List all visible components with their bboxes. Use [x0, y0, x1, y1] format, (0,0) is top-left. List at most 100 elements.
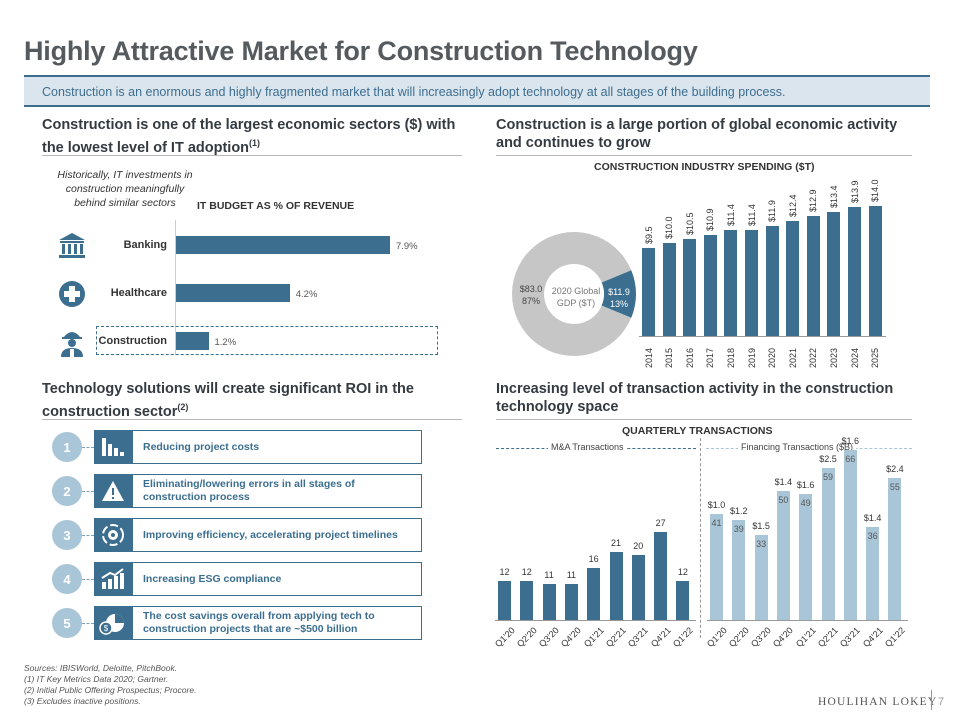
ma-value-label: 11: [544, 570, 554, 581]
ma-value-label: 16: [588, 553, 599, 564]
ma-category-label: Q1'20: [492, 625, 517, 650]
donut-slice-other: [512, 232, 632, 356]
spending-baseline: [639, 336, 887, 337]
ma-value-label: 12: [521, 566, 532, 577]
financing-bar: [888, 478, 902, 620]
spending-value-label: $10.0: [664, 216, 675, 240]
ma-category-label: Q4'21: [648, 625, 673, 650]
ma-value-label: 12: [677, 566, 688, 577]
donut-construction-label: $11.9 13%: [608, 287, 630, 309]
warning-icon: [94, 474, 132, 508]
financing-amount-label: $1.6: [796, 479, 815, 490]
spending-chart-title: CONSTRUCTION INDUSTRY SPENDING ($T): [594, 161, 815, 173]
spending-bar: [868, 206, 882, 336]
ma-category-label: Q3'20: [537, 625, 561, 650]
spending-category-label: 2021: [787, 347, 798, 368]
spending-category-label: 2016: [684, 347, 695, 368]
spending-bar: [765, 225, 779, 336]
financing-category-label: Q3'20: [749, 625, 773, 650]
financing-bar-chart: 41 Q1'20 39 Q2'20 33 Q3'20 50 Q4'20 49 Q1'21 59 Q2'…: [705, 436, 916, 660]
gear-arrows-icon: [94, 518, 132, 552]
spending-value-label: $14.0: [870, 179, 881, 202]
it-bar-label: Banking: [123, 239, 167, 251]
roi-item: 3 Improving efficiency, accelerating pro…: [52, 518, 422, 552]
financing-category-label: Q4'21: [860, 625, 885, 650]
section-heading-global-activity: Construction is a large portion of globa…: [496, 117, 898, 151]
financing-amount-label: $1.5: [752, 521, 770, 531]
roi-item: 2 Eliminating/lowering errors in all sta…: [52, 474, 422, 508]
spending-category-label: 2017: [705, 347, 716, 368]
page-title: Highly Attractive Market for Constructio…: [24, 36, 698, 66]
spending-bar: [703, 234, 717, 336]
financing-value-label: 66: [845, 454, 856, 464]
it-bar: [176, 236, 390, 254]
it-note: Historically, IT investments in construc…: [57, 169, 193, 209]
spending-bar: [662, 243, 676, 336]
financing-value-label: 33: [756, 539, 767, 549]
spending-category-label: 2023: [828, 347, 839, 368]
ma-value-label: 20: [633, 540, 644, 551]
spending-value-label: $12.9: [808, 189, 819, 213]
ma-baseline: [495, 620, 696, 621]
construction-worker-icon: [55, 326, 89, 358]
it-bar-value-label: 7.9%: [395, 241, 418, 252]
it-bar: [176, 332, 209, 350]
section-heading-transactions: Increasing level of transaction activity…: [496, 381, 894, 415]
financing-value-label: 50: [778, 495, 789, 506]
financing-value-label: 36: [867, 531, 878, 542]
financing-value-label: 41: [711, 518, 722, 529]
roi-number: 2: [52, 476, 82, 506]
financing-category-label: Q4'20: [771, 625, 796, 650]
ma-bar-chart: 12 Q1'20 12 Q2'20 11 Q3'20 11 Q4'20 16 Q1'21 21 Q2'…: [492, 450, 698, 660]
chart-separator: [700, 438, 701, 638]
donut-center-label: 2020 Global GDP ($T): [551, 286, 601, 308]
page-number: 7: [938, 696, 945, 708]
summary-banner: Construction is an enormous and highly f…: [24, 75, 930, 107]
it-bar-value-label: 4.2%: [295, 289, 318, 300]
section-divider: [496, 419, 912, 420]
footnotes: Sources: IBISWorld, Deloitte, PitchBook.…: [24, 663, 197, 706]
spending-category-label: 2024: [849, 347, 860, 368]
spending-bar-chart: $9.5 2014 $10.0 2015 $10.5 2016 $10.9 2017 $11.4…: [638, 170, 888, 370]
financing-legend: Financing Transactions ($B): [738, 442, 857, 452]
spending-bar: [806, 216, 820, 336]
spending-value-label: $11.9: [767, 199, 778, 222]
ma-value-label: 12: [499, 566, 510, 577]
ma-category-label: Q2'20: [514, 625, 539, 650]
financing-bar: [843, 450, 857, 620]
financing-bar: [710, 514, 723, 620]
growth-arrow-icon: [94, 562, 132, 596]
it-bar-label: Construction: [98, 335, 167, 347]
dollar-pie-icon: $: [94, 606, 132, 640]
financing-bar: [776, 491, 790, 620]
financing-value-label: 39: [733, 523, 744, 534]
roi-number: 5: [52, 608, 82, 638]
ma-value-label: 21: [610, 537, 621, 548]
it-bar-label: Healthcare: [110, 287, 167, 299]
section-divider: [42, 419, 462, 420]
gdp-donut-chart: [512, 232, 636, 356]
spending-bar: [745, 230, 758, 336]
ma-value-label: 11: [566, 570, 577, 581]
financing-category-label: Q2'21: [816, 625, 840, 650]
ma-category-label: Q4'20: [559, 625, 584, 650]
ma-bar: [654, 532, 668, 620]
financing-baseline: [707, 620, 908, 621]
ma-category-label: Q3'21: [626, 625, 651, 650]
financing-bar: [821, 468, 835, 620]
transactions-chart-title: QUARTERLY TRANSACTIONS: [622, 425, 773, 437]
spending-bar: [683, 238, 697, 336]
ma-bar: [498, 580, 511, 620]
financing-category-label: Q3'21: [838, 625, 863, 650]
ma-legend: M&A Transactions: [548, 442, 627, 452]
spending-category-label: 2020: [767, 347, 778, 368]
financing-amount-label: $2.5: [819, 454, 837, 465]
ma-category-label: Q2'21: [604, 625, 628, 650]
ma-value-label: 27: [655, 518, 666, 528]
financing-bar: [732, 519, 746, 620]
financing-bar: [799, 493, 813, 620]
company-logo: HOULIHAN LOKEY: [818, 696, 938, 708]
financing-amount-label: $1.4: [774, 477, 793, 488]
medical-cross-icon: [55, 279, 89, 309]
spending-value-label: $9.5: [643, 226, 654, 244]
